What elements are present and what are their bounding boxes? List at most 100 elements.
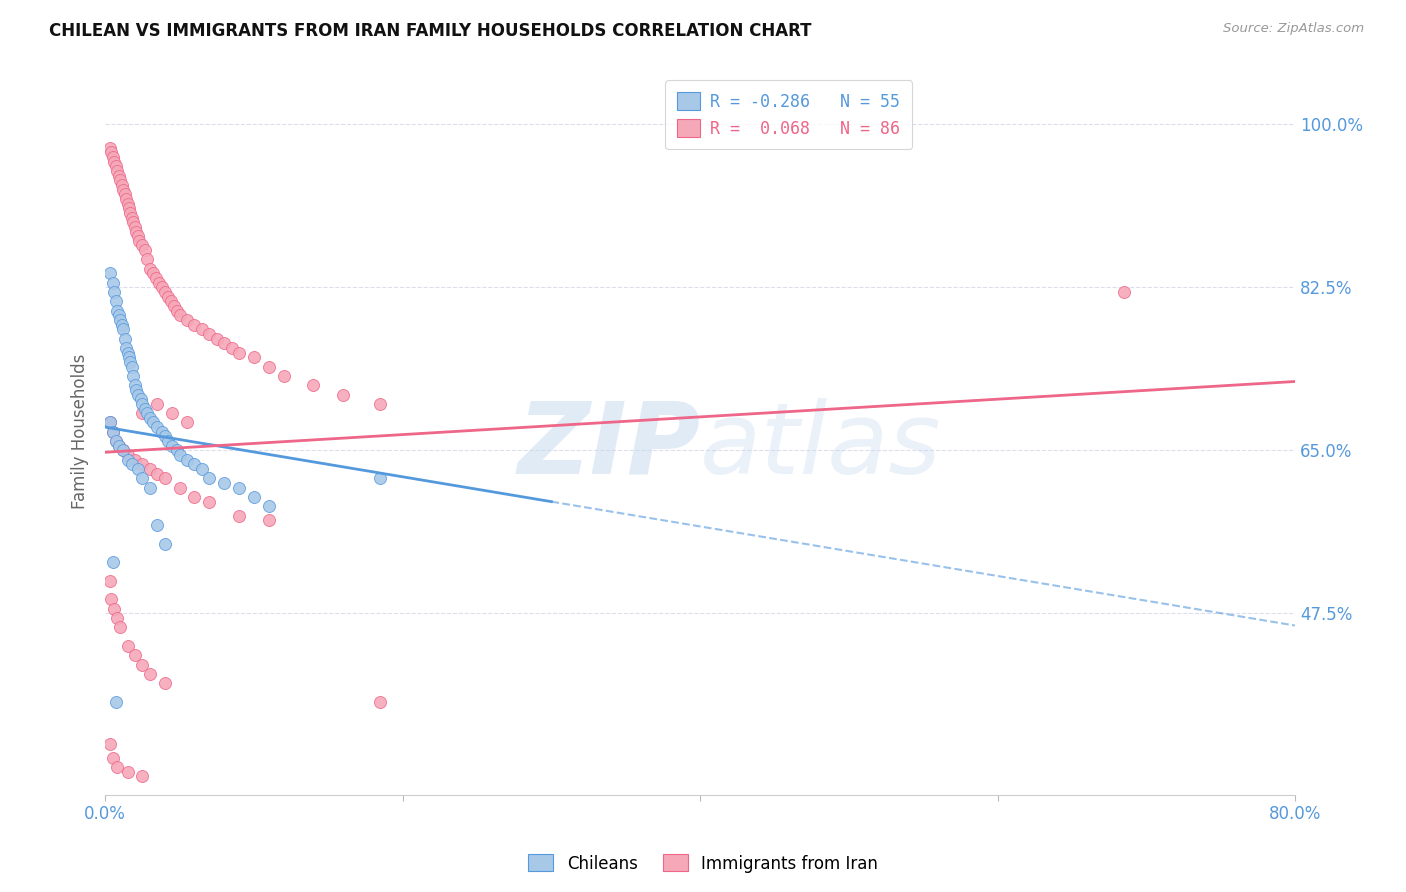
Point bbox=[107, 439, 129, 453]
Point bbox=[191, 322, 214, 336]
Point bbox=[156, 434, 179, 449]
Point bbox=[103, 285, 125, 299]
Point bbox=[1112, 285, 1135, 299]
Legend: R = -0.286   N = 55, R =  0.068   N = 86: R = -0.286 N = 55, R = 0.068 N = 86 bbox=[665, 80, 912, 150]
Text: Source: ZipAtlas.com: Source: ZipAtlas.com bbox=[1223, 22, 1364, 36]
Text: atlas: atlas bbox=[700, 398, 942, 495]
Point bbox=[198, 494, 221, 508]
Point bbox=[302, 378, 325, 392]
Point bbox=[212, 476, 235, 491]
Point bbox=[129, 392, 152, 407]
Point bbox=[131, 458, 153, 472]
Point bbox=[146, 467, 169, 481]
Point bbox=[100, 592, 122, 607]
Point bbox=[101, 150, 124, 164]
Point bbox=[169, 309, 191, 323]
Point bbox=[120, 206, 142, 220]
Point bbox=[115, 341, 138, 355]
Point bbox=[124, 452, 146, 467]
Point bbox=[257, 359, 280, 374]
Point bbox=[148, 276, 170, 290]
Point bbox=[105, 303, 128, 318]
Point bbox=[150, 280, 173, 294]
Point bbox=[146, 420, 169, 434]
Point bbox=[103, 601, 125, 615]
Point bbox=[153, 285, 176, 299]
Point bbox=[122, 215, 145, 229]
Point bbox=[108, 173, 131, 187]
Point bbox=[183, 318, 205, 332]
Point bbox=[131, 406, 153, 420]
Point bbox=[118, 201, 141, 215]
Point bbox=[134, 401, 156, 416]
Point bbox=[104, 695, 127, 709]
Point bbox=[108, 313, 131, 327]
Text: ZIP: ZIP bbox=[517, 398, 700, 495]
Point bbox=[112, 183, 135, 197]
Point bbox=[118, 351, 141, 365]
Point bbox=[104, 434, 127, 449]
Point bbox=[120, 355, 142, 369]
Point bbox=[105, 164, 128, 178]
Point bbox=[101, 751, 124, 765]
Point bbox=[142, 416, 165, 430]
Point bbox=[160, 406, 183, 420]
Point bbox=[98, 737, 121, 751]
Point bbox=[105, 760, 128, 774]
Point bbox=[146, 397, 169, 411]
Point bbox=[114, 187, 136, 202]
Point bbox=[273, 368, 295, 383]
Point bbox=[127, 387, 149, 401]
Text: CHILEAN VS IMMIGRANTS FROM IRAN FAMILY HOUSEHOLDS CORRELATION CHART: CHILEAN VS IMMIGRANTS FROM IRAN FAMILY H… bbox=[49, 22, 811, 40]
Point bbox=[183, 458, 205, 472]
Point bbox=[139, 462, 162, 476]
Point bbox=[104, 294, 127, 309]
Point bbox=[166, 443, 188, 458]
Point bbox=[124, 219, 146, 234]
Point bbox=[370, 397, 392, 411]
Point bbox=[101, 425, 124, 439]
Point bbox=[139, 410, 162, 425]
Point bbox=[131, 238, 153, 252]
Point bbox=[122, 368, 145, 383]
Point bbox=[139, 667, 162, 681]
Point bbox=[98, 574, 121, 588]
Point bbox=[257, 500, 280, 514]
Point bbox=[121, 359, 143, 374]
Point bbox=[228, 345, 250, 359]
Point bbox=[191, 462, 214, 476]
Point bbox=[105, 611, 128, 625]
Point bbox=[121, 458, 143, 472]
Point bbox=[112, 443, 135, 458]
Point bbox=[212, 336, 235, 351]
Point bbox=[117, 448, 139, 462]
Point bbox=[160, 439, 183, 453]
Point bbox=[110, 318, 132, 332]
Point bbox=[131, 471, 153, 485]
Point bbox=[125, 383, 148, 397]
Point bbox=[107, 439, 129, 453]
Point bbox=[98, 416, 121, 430]
Point bbox=[127, 462, 149, 476]
Point bbox=[131, 657, 153, 672]
Point bbox=[145, 271, 167, 285]
Point bbox=[117, 345, 139, 359]
Point bbox=[162, 299, 184, 313]
Point bbox=[370, 471, 392, 485]
Point bbox=[104, 434, 127, 449]
Point bbox=[134, 243, 156, 257]
Point bbox=[169, 481, 191, 495]
Point bbox=[156, 290, 179, 304]
Point bbox=[98, 416, 121, 430]
Point bbox=[101, 555, 124, 569]
Point bbox=[153, 536, 176, 550]
Point bbox=[228, 508, 250, 523]
Point bbox=[117, 764, 139, 779]
Point bbox=[150, 425, 173, 439]
Point bbox=[112, 322, 135, 336]
Point bbox=[117, 639, 139, 653]
Point bbox=[125, 225, 148, 239]
Point bbox=[153, 429, 176, 443]
Point bbox=[139, 261, 162, 276]
Point bbox=[332, 387, 354, 401]
